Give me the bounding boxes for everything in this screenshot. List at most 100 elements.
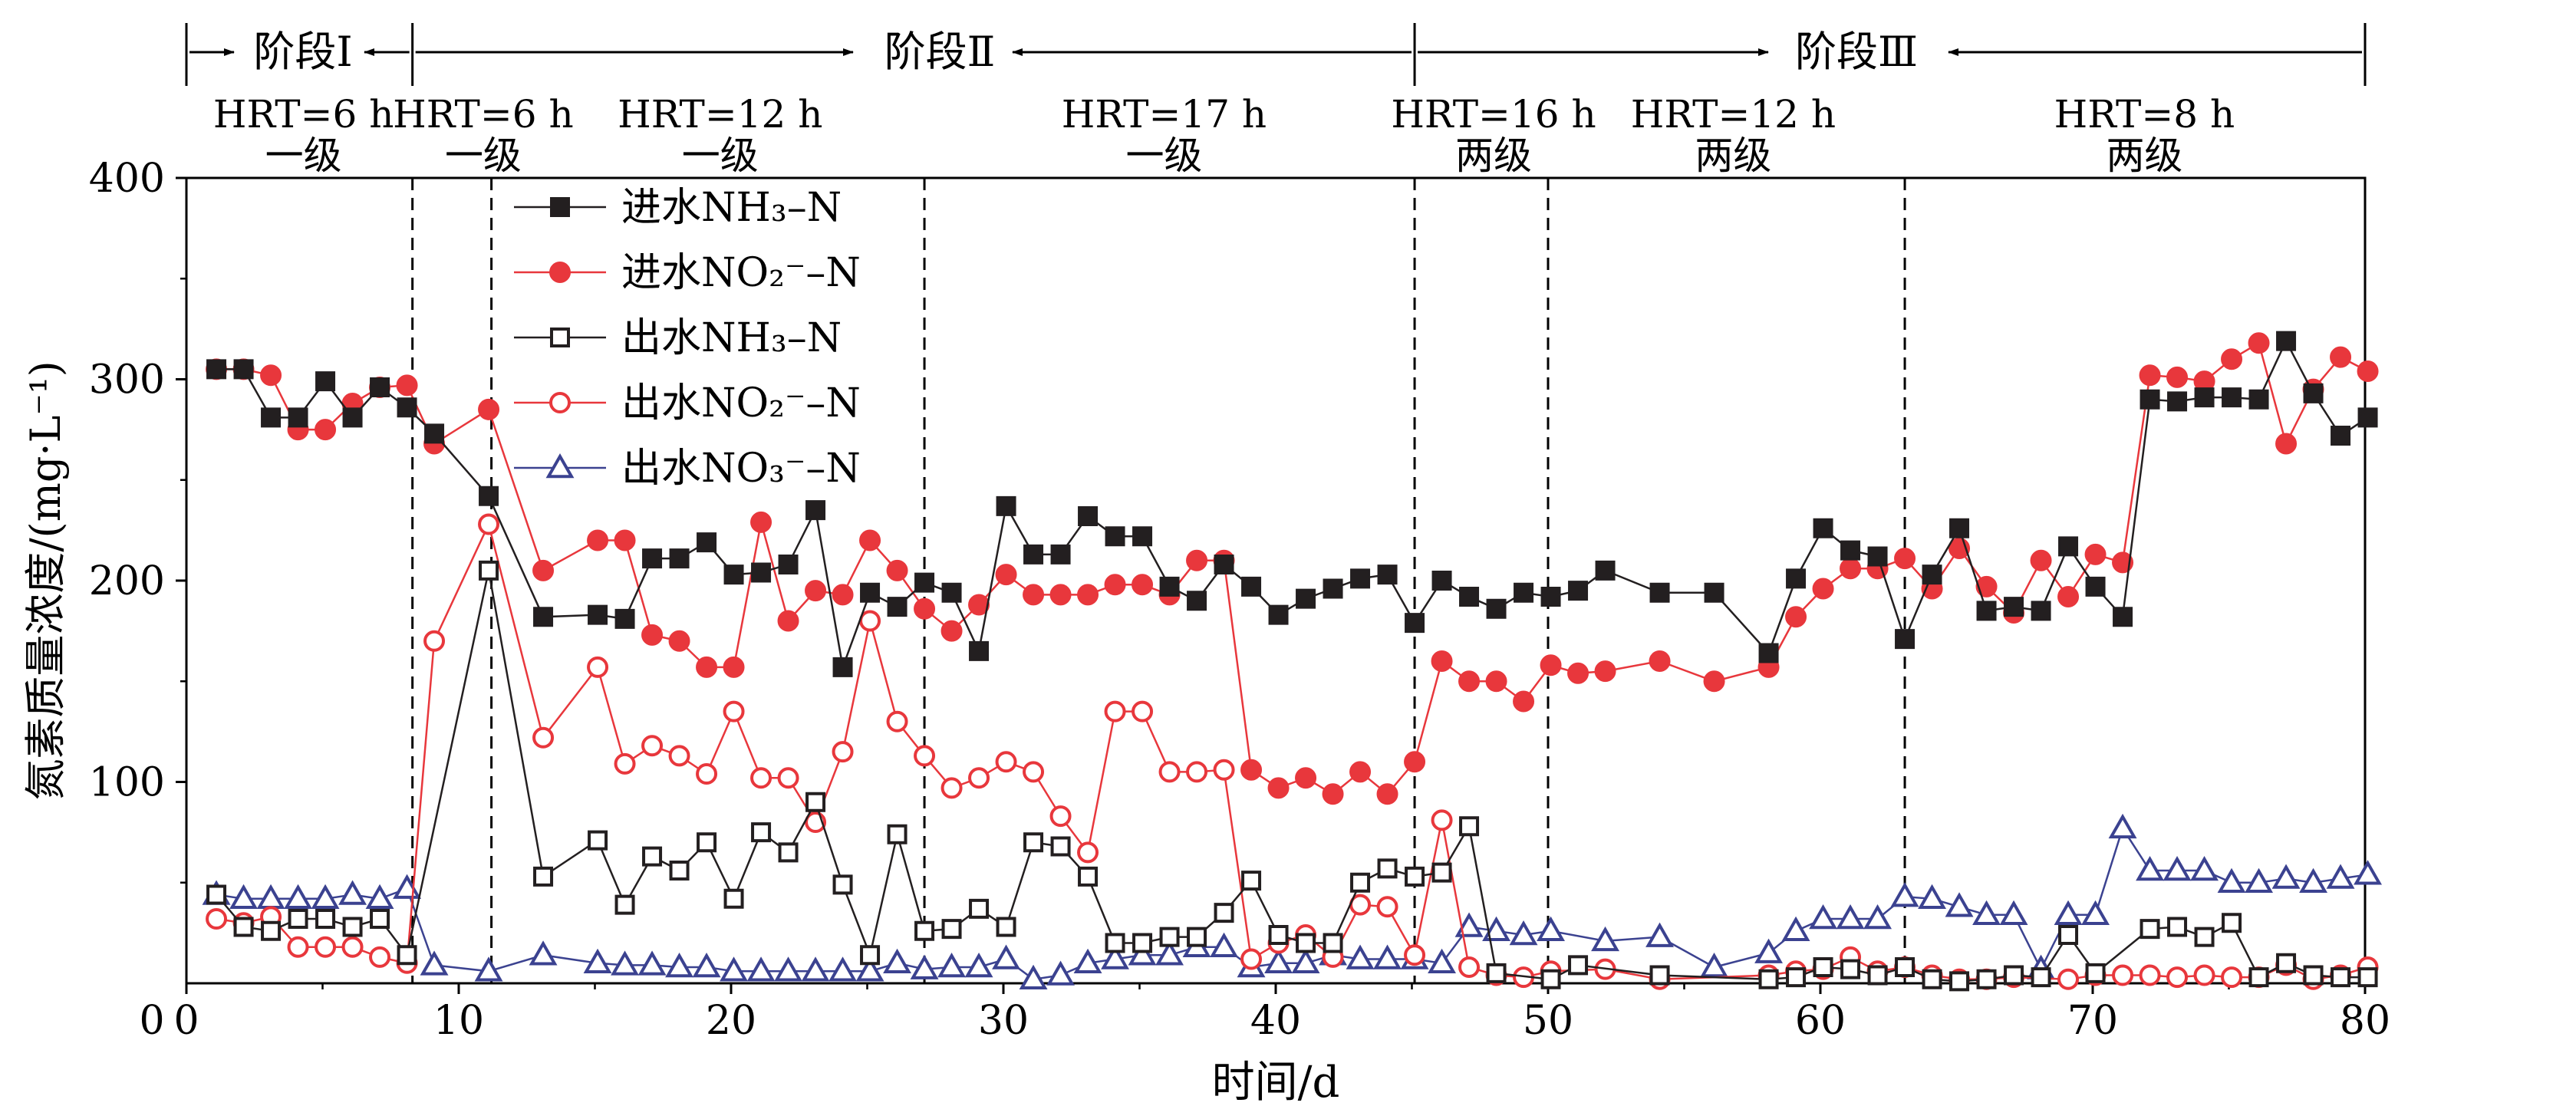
data-point (1077, 841, 1099, 864)
data-point (533, 607, 554, 627)
data-point (859, 610, 881, 632)
y-tick-label: 200 (89, 558, 165, 604)
legend-label: 出水NO₃⁻–N (621, 446, 861, 492)
data-point (233, 359, 254, 380)
data-point (2004, 597, 2024, 617)
data-point (996, 495, 1016, 516)
data-point (723, 888, 744, 909)
y-axis-label: 氮素质量浓度/(mg·L⁻¹) (21, 360, 70, 800)
data-point (1214, 903, 1234, 923)
data-point (2030, 549, 2052, 571)
data-point (883, 948, 911, 973)
data-point (778, 555, 799, 574)
data-point (1786, 967, 1807, 988)
data-point (995, 751, 1017, 773)
data-point (2190, 855, 2219, 881)
hrt-label: HRT=12 h (1631, 92, 1836, 137)
data-point (2299, 867, 2327, 893)
data-point (420, 950, 449, 976)
x-tick-label: 50 (1523, 998, 1573, 1044)
data-point (750, 511, 772, 533)
data-point (1105, 933, 1125, 953)
data-point (750, 767, 772, 789)
data-point (2139, 364, 2161, 387)
data-point (1404, 944, 1426, 966)
data-point (1568, 581, 1589, 601)
data-point (533, 866, 554, 887)
data-point (887, 597, 908, 617)
data-point (2194, 927, 2215, 947)
data-point (549, 392, 571, 413)
data-point (1023, 584, 1045, 606)
data-point (1704, 582, 1724, 603)
stage-label: 阶段Ⅱ (884, 28, 996, 76)
data-point (1373, 944, 1402, 969)
data-point (940, 777, 963, 799)
data-point (992, 944, 1020, 969)
x-tick-label: 30 (978, 998, 1029, 1044)
data-point (2054, 900, 2083, 925)
series-line (216, 570, 2368, 983)
data-point (2331, 426, 2351, 446)
data-point (669, 861, 690, 881)
data-point (1186, 549, 1208, 571)
data-point (2357, 360, 2379, 382)
data-point (1132, 526, 1153, 547)
data-point (1922, 969, 1942, 989)
data-point (1264, 948, 1293, 973)
data-point (2245, 867, 2273, 893)
data-point (370, 909, 390, 929)
data-point (614, 752, 636, 775)
data-point (2276, 331, 2297, 351)
data-point (910, 954, 939, 979)
data-point (397, 945, 417, 966)
data-point (1649, 582, 1670, 603)
data-point (1240, 759, 1263, 781)
stage-level-label: 两级 (1695, 133, 1771, 178)
data-point (1155, 940, 1184, 966)
data-point (641, 735, 664, 757)
data-point (287, 936, 309, 958)
data-point (1350, 872, 1371, 893)
data-point (1323, 933, 1343, 953)
data-point (1999, 900, 2028, 925)
data-point (1509, 920, 1538, 946)
data-point (777, 610, 799, 632)
data-point (1046, 960, 1075, 986)
stage-label: 阶段Ⅰ (253, 28, 352, 76)
data-point (941, 582, 962, 603)
data-point (1241, 871, 1262, 891)
data-point (2275, 433, 2298, 455)
data-point (2140, 389, 2160, 410)
data-point (288, 407, 308, 428)
data-point (642, 846, 663, 867)
data-point (2354, 860, 2382, 885)
data-point (1132, 700, 1154, 723)
data-point (1428, 948, 1456, 973)
data-point (1591, 926, 1619, 952)
data-point (1349, 761, 1372, 783)
stage-level-label: 两级 (2106, 133, 2182, 178)
data-point (855, 956, 884, 982)
legend-item: 出水NO₃⁻–N (514, 446, 861, 492)
data-point (1376, 896, 1398, 918)
data-point (206, 908, 228, 930)
data-point (2221, 348, 2243, 370)
data-point (1431, 809, 1453, 831)
stage-level-label: 一级 (445, 133, 522, 178)
data-point (2031, 967, 2051, 988)
data-point (860, 582, 881, 603)
data-point (1159, 927, 1180, 947)
stage-label: 阶段Ⅲ (1795, 28, 1918, 76)
legend-item: 进水NO₂⁻–N (514, 250, 861, 296)
data-point (614, 608, 635, 629)
data-point (315, 936, 337, 958)
data-point (2357, 967, 2378, 988)
data-point (1213, 759, 1235, 781)
hrt-label: HRT=12 h (618, 92, 822, 137)
data-point (1049, 584, 1072, 606)
data-point (1700, 952, 1728, 978)
data-point (550, 328, 570, 347)
data-point (2357, 407, 2378, 428)
y-tick-label: 400 (89, 156, 165, 202)
